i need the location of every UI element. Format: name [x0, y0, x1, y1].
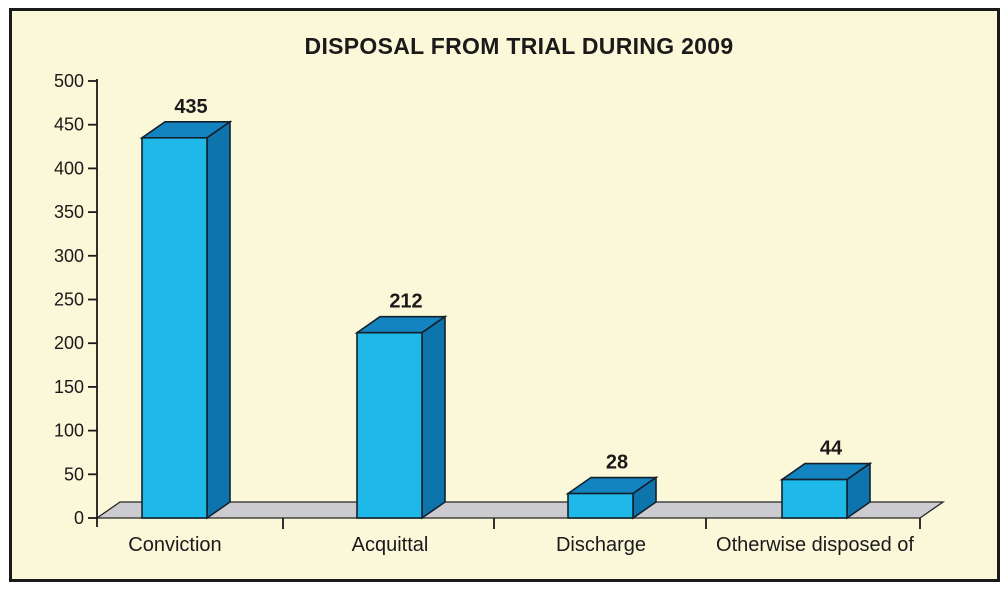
- y-tick-label: 150: [54, 377, 84, 397]
- y-tick-label: 350: [54, 202, 84, 222]
- value-label-acquittal: 212: [389, 291, 422, 313]
- bar-side-conviction: [206, 120, 231, 520]
- category-label-discharge: Discharge: [556, 534, 646, 556]
- bar-front-otherwise-disposed-of: [781, 478, 848, 519]
- y-tick-label: 200: [54, 333, 84, 353]
- bar-front-discharge: [567, 492, 634, 519]
- y-tick-label: 300: [54, 246, 84, 266]
- y-tick-label: 400: [54, 158, 84, 178]
- y-tick-label: 100: [54, 421, 84, 441]
- bar-front-conviction: [141, 137, 208, 519]
- y-tick-label: 50: [64, 464, 84, 484]
- category-label-otherwise-disposed-of: Otherwise disposed of: [716, 534, 914, 556]
- category-label-conviction: Conviction: [128, 534, 221, 556]
- value-label-conviction: 435: [174, 96, 207, 118]
- chart-floor: [94, 501, 946, 519]
- y-tick-label: 0: [74, 508, 84, 528]
- bar-front-acquittal: [356, 331, 423, 519]
- y-tick-label: 250: [54, 290, 84, 310]
- bar-side-acquittal: [421, 315, 446, 520]
- chart-title: DISPOSAL FROM TRIAL DURING 2009: [304, 33, 734, 59]
- value-label-otherwise-disposed-of: 44: [820, 438, 843, 460]
- y-tick-label: 500: [54, 71, 84, 91]
- y-tick-label: 450: [54, 115, 84, 135]
- category-label-acquittal: Acquittal: [352, 534, 429, 556]
- value-label-discharge: 28: [606, 452, 628, 474]
